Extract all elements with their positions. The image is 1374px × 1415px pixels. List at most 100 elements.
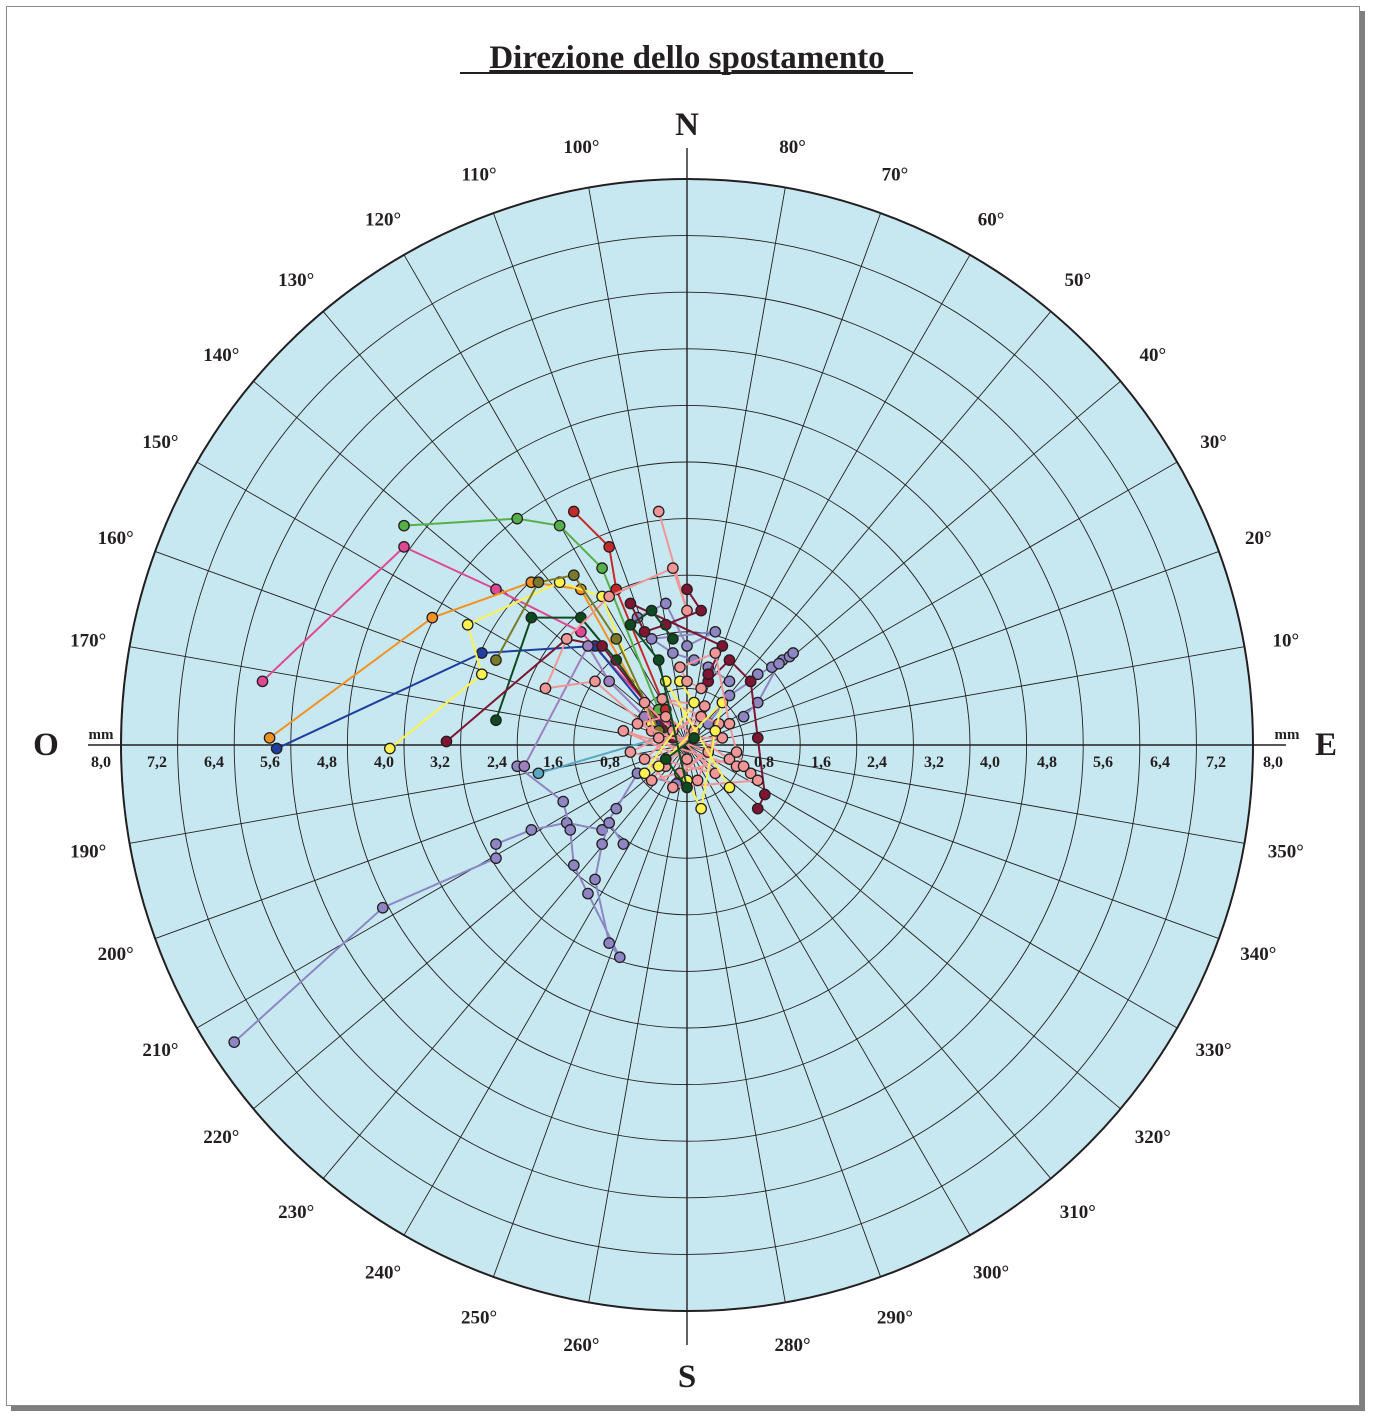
radial-tick-label: 5,6 (1093, 754, 1113, 771)
angle-spoke (196, 744, 688, 1029)
angle-label: 230° (278, 1202, 314, 1223)
data-point (666, 781, 679, 794)
data-point (525, 611, 538, 624)
angle-spoke (253, 380, 688, 746)
data-point (652, 505, 665, 518)
data-point (681, 753, 693, 766)
data-point (751, 668, 764, 681)
data-point (751, 732, 764, 744)
angle-label: 120° (365, 209, 401, 230)
data-point (773, 657, 785, 670)
data-point (674, 661, 686, 674)
data-point (758, 788, 771, 801)
chart-title: Direzione dello spostamento (489, 40, 884, 76)
data-point (603, 816, 616, 829)
angle-spoke (686, 311, 1052, 746)
data-point (553, 519, 566, 532)
angle-label: 310° (1060, 1202, 1096, 1223)
data-point (490, 838, 502, 850)
angle-label: 100° (563, 137, 599, 158)
data-point (617, 838, 630, 850)
radial-tick-label: 0,8 (754, 754, 774, 771)
data-point (475, 647, 488, 659)
data-point (567, 569, 580, 582)
radial-tick-label: 3,2 (430, 754, 450, 771)
data-series (228, 505, 799, 1049)
data-point (659, 710, 672, 723)
data-point (652, 654, 665, 666)
angle-label: 60° (978, 209, 1005, 230)
data-point (666, 633, 679, 645)
data-point (475, 668, 488, 681)
angle-spoke (686, 744, 786, 1303)
radial-tick-label: 4,0 (980, 754, 1000, 771)
data-point (511, 512, 524, 525)
data-point (716, 640, 729, 652)
angle-label: 350° (1268, 842, 1304, 863)
data-point (567, 505, 580, 518)
data-point (596, 838, 608, 850)
angle-label: 70° (882, 165, 909, 186)
data-point (659, 597, 672, 610)
data-point (702, 668, 715, 681)
unit-label-left: mm (89, 727, 114, 743)
angle-label: 10° (1272, 630, 1299, 651)
data-point (610, 633, 623, 645)
angle-spoke (686, 187, 786, 746)
data-point (426, 611, 439, 624)
data-point (270, 742, 283, 755)
angle-label: 80° (779, 137, 806, 158)
data-point (695, 682, 708, 695)
angle-spoke (686, 461, 1178, 746)
data-point (645, 633, 658, 645)
series-line (538, 736, 659, 775)
north-label: N (675, 107, 699, 143)
radial-tick-label: 1,6 (543, 754, 563, 771)
data-point (603, 541, 616, 553)
data-point (638, 696, 651, 709)
data-point (440, 735, 453, 748)
angle-spoke (154, 744, 688, 940)
data-point (688, 732, 700, 744)
series (617, 693, 764, 794)
data-point (490, 852, 502, 865)
angle-spoke (686, 744, 1220, 940)
data-point (376, 901, 389, 914)
data-point (681, 675, 693, 688)
series (702, 654, 771, 815)
data-point (582, 640, 594, 652)
radial-tick-label: 4,0 (374, 754, 394, 771)
angle-spoke (686, 744, 1052, 1179)
radial-tick-label: 8,0 (91, 754, 111, 771)
angle-spoke (686, 744, 882, 1278)
data-point (610, 802, 623, 815)
data-point (698, 700, 711, 712)
angle-label: 150° (142, 432, 178, 453)
angle-label: 140° (203, 345, 239, 366)
data-point (575, 611, 587, 624)
data-point (666, 562, 679, 574)
data-point (695, 802, 708, 815)
data-point (645, 604, 658, 617)
data-point (589, 675, 601, 688)
angle-spoke (686, 744, 971, 1236)
series (490, 569, 665, 737)
series (624, 583, 729, 681)
angle-label: 240° (365, 1263, 401, 1284)
angle-label: 40° (1139, 345, 1166, 366)
radial-tick-label: 8,0 (1263, 754, 1283, 771)
angle-label: 110° (462, 165, 497, 186)
data-point (638, 753, 651, 766)
angle-spoke (686, 744, 1245, 844)
data-point (490, 654, 502, 666)
data-point (709, 647, 722, 659)
angle-label: 20° (1245, 528, 1272, 549)
angle-label: 220° (203, 1127, 239, 1148)
data-point (624, 597, 637, 610)
radial-tick-label: 0,8 (600, 754, 620, 771)
data-point (383, 742, 396, 755)
data-point (596, 640, 608, 652)
angle-label: 160° (98, 528, 134, 549)
data-point (751, 774, 764, 787)
